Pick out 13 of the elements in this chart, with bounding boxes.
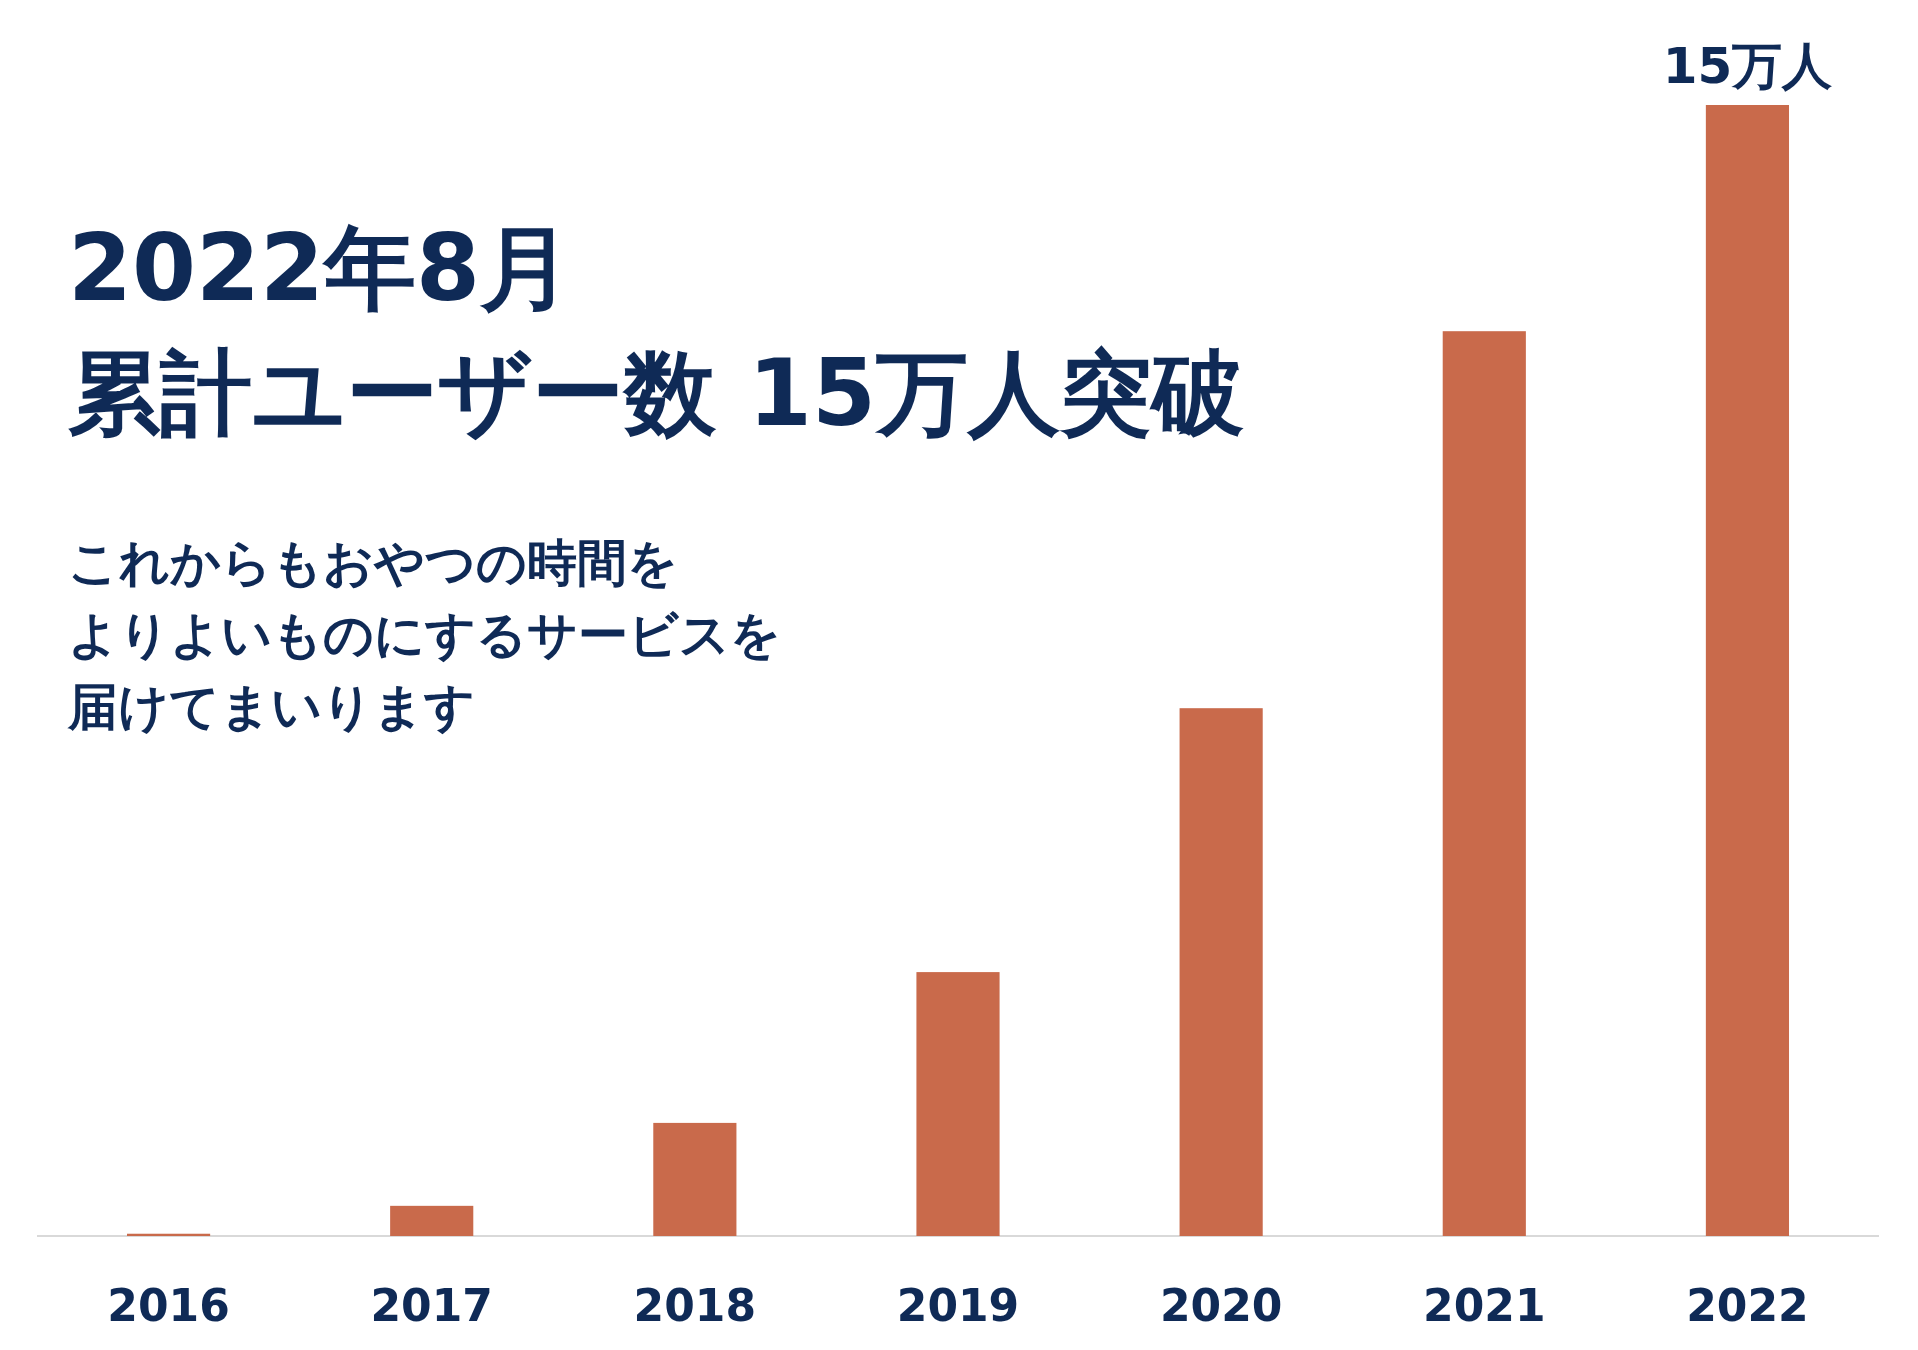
x-tick-label: 2020 — [1159, 1280, 1283, 1331]
x-tick-label: 2017 — [370, 1280, 493, 1331]
data-label: 15万人 — [1662, 37, 1833, 95]
x-tick-label: 2018 — [633, 1280, 757, 1331]
x-tick-label: 2016 — [107, 1280, 230, 1331]
text: 累計ユーザー数 15万人突破 — [68, 340, 1245, 447]
x-tick-label: 2019 — [896, 1280, 1020, 1331]
text: 2022年8月 — [68, 215, 573, 322]
annotation: 届けてまいります — [67, 678, 475, 736]
x-tick-label: 2022 — [1686, 1280, 1809, 1331]
x-tick-label: 2021 — [1423, 1280, 1546, 1331]
annotation: よりよいものにするサービスを — [68, 606, 781, 664]
annotation: これからもおやつの時間を — [68, 534, 678, 592]
